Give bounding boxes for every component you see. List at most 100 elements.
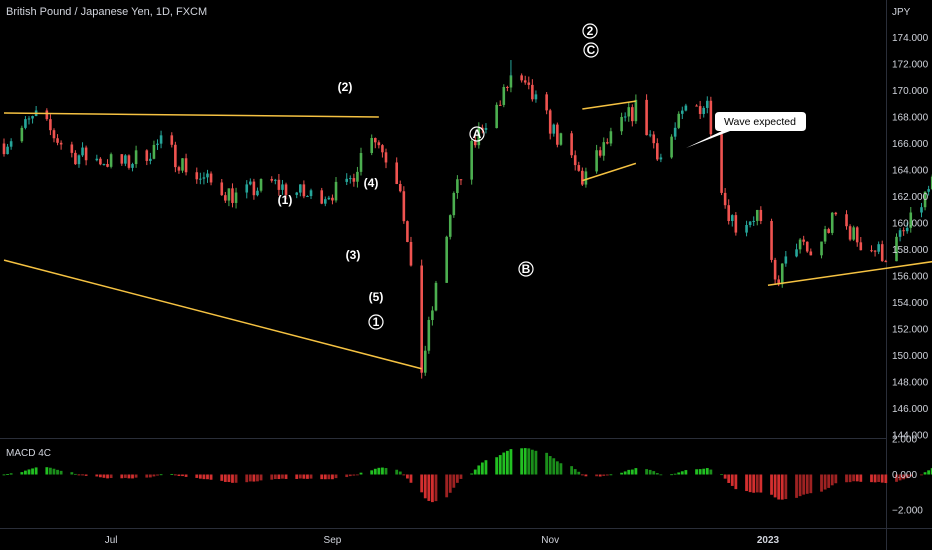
macd-bar xyxy=(227,474,231,483)
candle xyxy=(20,125,24,143)
macd-bar xyxy=(356,474,359,476)
candle xyxy=(299,184,302,197)
macd-bar xyxy=(34,467,38,475)
macd-bar xyxy=(598,474,602,477)
candle xyxy=(370,134,374,156)
macd-bar xyxy=(577,471,581,475)
macd-bar xyxy=(334,474,338,479)
trendline[interactable] xyxy=(3,112,379,118)
candle xyxy=(623,112,627,122)
price-tick: 168.000 xyxy=(892,113,929,124)
macd-bar xyxy=(855,474,859,482)
candle xyxy=(652,131,656,149)
candle xyxy=(131,162,134,172)
svg-text:C: C xyxy=(587,43,596,57)
price-tick: 150.000 xyxy=(892,351,929,362)
candle xyxy=(773,257,777,284)
trendline[interactable] xyxy=(767,203,932,287)
candle xyxy=(259,178,263,193)
macd-bar xyxy=(248,474,252,482)
macd-bar xyxy=(805,474,809,494)
candle xyxy=(809,248,813,256)
candle xyxy=(902,227,905,236)
candle xyxy=(556,122,559,148)
candle xyxy=(745,220,748,237)
candle xyxy=(31,115,34,124)
candle xyxy=(177,165,181,174)
macd-bar xyxy=(802,474,806,495)
macd-bar xyxy=(573,469,577,475)
candle xyxy=(320,187,324,205)
macd-bar xyxy=(459,474,463,479)
macd-bar xyxy=(480,462,484,475)
callout-text: Wave expected xyxy=(724,116,796,128)
currency-unit: JPY xyxy=(892,7,911,18)
candle xyxy=(331,194,334,205)
candle xyxy=(359,147,363,176)
candle xyxy=(199,172,202,185)
macd-bar xyxy=(409,474,413,483)
candle xyxy=(95,154,99,162)
trendline[interactable] xyxy=(582,100,637,110)
candle xyxy=(402,186,406,224)
candle xyxy=(677,111,681,130)
macd-bar xyxy=(470,473,474,475)
macd-bar xyxy=(49,467,52,475)
macd-histogram xyxy=(2,448,932,503)
macd-bar xyxy=(620,472,624,475)
macd-bar xyxy=(59,470,63,475)
macd-bar xyxy=(2,474,6,476)
candle xyxy=(274,178,277,185)
macd-bar xyxy=(120,474,124,479)
svg-text:2: 2 xyxy=(587,24,594,38)
candle xyxy=(356,166,359,188)
candle xyxy=(134,145,138,168)
price-tick: 172.000 xyxy=(892,60,929,71)
macd-bar xyxy=(306,474,309,479)
candle xyxy=(752,216,755,226)
candle xyxy=(527,76,531,90)
macd-bar xyxy=(273,474,277,480)
macd-bar xyxy=(148,474,152,478)
macd-bar xyxy=(734,474,738,490)
candle xyxy=(705,96,709,114)
macd-bar xyxy=(270,474,274,480)
candle xyxy=(484,123,488,134)
candle xyxy=(59,140,63,150)
candle xyxy=(930,174,932,191)
trendline[interactable] xyxy=(582,162,637,182)
candle xyxy=(227,188,231,207)
trendline[interactable] xyxy=(3,259,422,370)
candle xyxy=(495,102,498,129)
candle xyxy=(102,163,106,166)
macd-bar xyxy=(730,474,734,486)
candle xyxy=(99,157,102,166)
price-tick: 148.000 xyxy=(892,378,929,389)
candle xyxy=(645,94,648,136)
candle xyxy=(234,187,238,209)
macd-bar xyxy=(895,474,898,482)
candle xyxy=(49,114,52,136)
candle xyxy=(830,211,834,236)
price-tick: 164.000 xyxy=(892,166,929,177)
candle xyxy=(202,172,206,185)
macd-bar xyxy=(81,474,84,476)
macd-bar xyxy=(84,474,88,476)
macd-bar xyxy=(748,474,752,493)
macd-bar xyxy=(77,474,81,476)
macd-bar xyxy=(45,467,49,475)
macd-bar xyxy=(184,474,188,477)
wave-expected-callout[interactable]: Wave expected xyxy=(686,112,806,148)
candle xyxy=(727,199,731,225)
time-tick: Nov xyxy=(541,535,559,546)
macd-bar xyxy=(398,471,402,475)
candle xyxy=(770,218,773,263)
indicator-tick: −2.000 xyxy=(892,506,923,517)
macd-bar xyxy=(684,470,688,475)
macd-bar xyxy=(848,474,852,483)
macd-bar xyxy=(648,469,652,475)
candle xyxy=(56,134,59,146)
macd-bar xyxy=(527,448,531,475)
candle xyxy=(452,191,456,218)
